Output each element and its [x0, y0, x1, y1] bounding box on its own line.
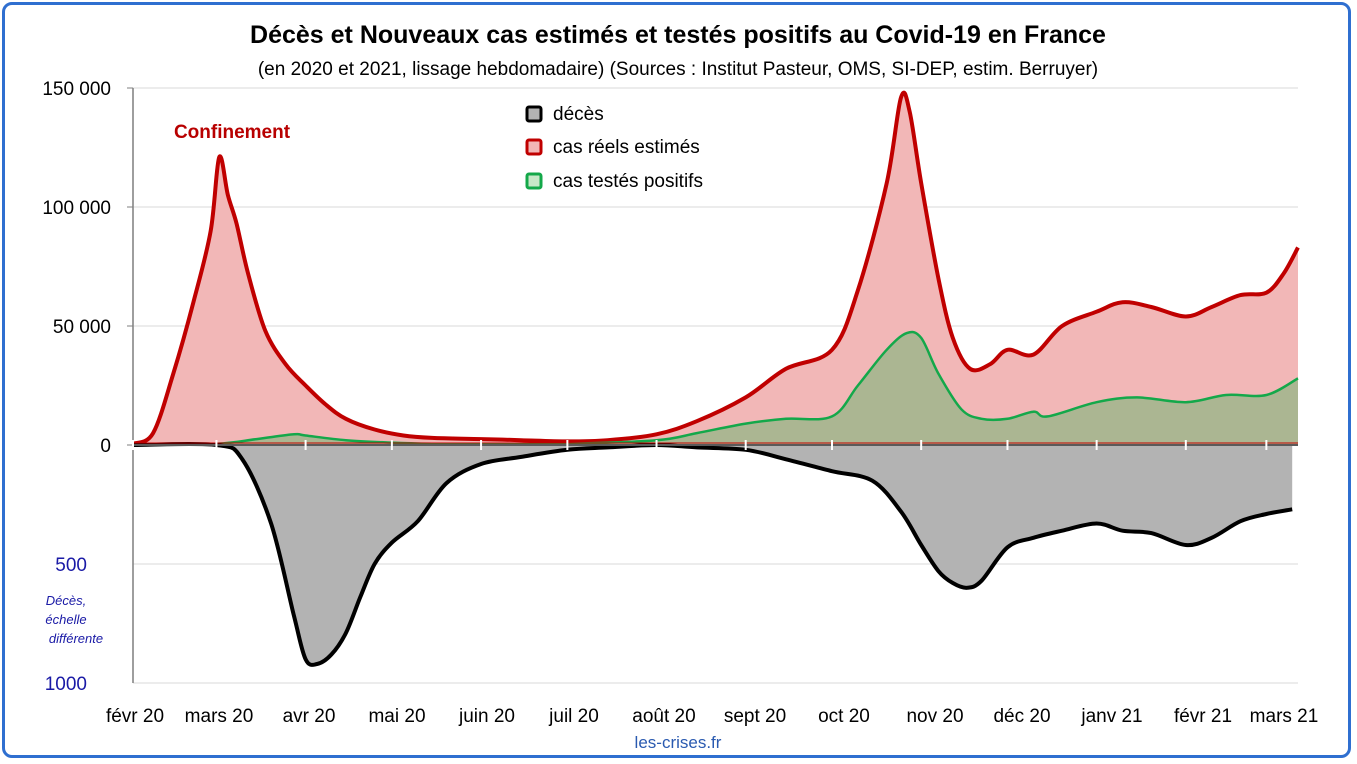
x-tick-label-12: févr 21 [1174, 706, 1232, 727]
x-tick-label-0: févr 20 [106, 706, 164, 727]
y-tick-deaths-label-1: 1000 [45, 674, 87, 695]
line-tested-cases [132, 330, 1299, 447]
y-tick-deaths-label-0: 500 [55, 555, 87, 576]
x-tick-label-11: janv 21 [1080, 706, 1142, 727]
y-axis-ticks: 150 000 100 000 50 000 0 500 1000 [42, 79, 133, 695]
deaths-axis-note-3: différente [49, 631, 103, 646]
x-tick-label-9: nov 20 [906, 706, 963, 727]
y-tick-label-0: 150 000 [42, 79, 111, 100]
legend-label-estimated-cases: cas réels estimés [553, 137, 700, 158]
x-axis-ticks: févr 20 mars 20 avr 20 mai 20 juin 20 juil 20… [106, 440, 1318, 727]
x-tick-label-6: août 20 [632, 706, 695, 727]
area-tested-cases [133, 332, 1298, 445]
y-tick-label-2: 50 000 [53, 317, 111, 338]
x-tick-label-5: juil 20 [548, 706, 599, 727]
line-deaths [132, 441, 1293, 667]
x-tick-label-3: mai 20 [368, 706, 425, 727]
legend-label-deaths: décès [553, 104, 604, 125]
x-tick-label-13: mars 21 [1250, 706, 1319, 727]
line-estimated-cases [132, 90, 1300, 446]
y-tick-label-1: 100 000 [42, 198, 111, 219]
legend: décès cas réels estimés cas testés posit… [525, 104, 703, 192]
legend-label-tested-cases: cas testés positifs [553, 171, 703, 192]
x-tick-label-4: juin 20 [458, 706, 515, 727]
deaths-axis-note-1: Décès, [46, 593, 86, 608]
legend-swatch-estimated-cases [525, 138, 543, 156]
chart-title: Décès et Nouveaux cas estimés et testés … [250, 21, 1106, 49]
area-estimated-cases [133, 92, 1298, 446]
x-tick-label-1: mars 20 [185, 706, 254, 727]
legend-swatch-deaths [525, 105, 543, 123]
source-label: les-crises.fr [635, 733, 722, 752]
deaths-axis-note-2: échelle [45, 612, 86, 627]
x-tick-label-10: déc 20 [993, 706, 1050, 727]
x-tick-label-8: oct 20 [818, 706, 870, 727]
annotation-confinement: Confinement [174, 122, 291, 143]
x-tick-label-2: avr 20 [283, 706, 336, 727]
grid-lines [133, 87, 1298, 684]
axes [132, 88, 1298, 683]
legend-swatch-tested-cases [525, 172, 543, 190]
area-deaths [133, 443, 1293, 665]
x-tick-label-7: sept 20 [724, 706, 786, 727]
chart-subtitle: (en 2020 et 2021, lissage hebdomadaire) … [258, 59, 1098, 80]
y-tick-label-3: 0 [100, 436, 111, 457]
series-areas [132, 90, 1300, 667]
